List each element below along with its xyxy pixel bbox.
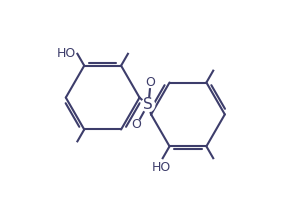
Circle shape: [132, 119, 141, 128]
Circle shape: [145, 78, 155, 88]
Text: S: S: [143, 98, 153, 112]
Text: O: O: [131, 118, 141, 131]
Circle shape: [141, 98, 155, 112]
Text: HO: HO: [56, 47, 76, 60]
Text: O: O: [145, 76, 155, 89]
Text: HO: HO: [152, 161, 171, 174]
